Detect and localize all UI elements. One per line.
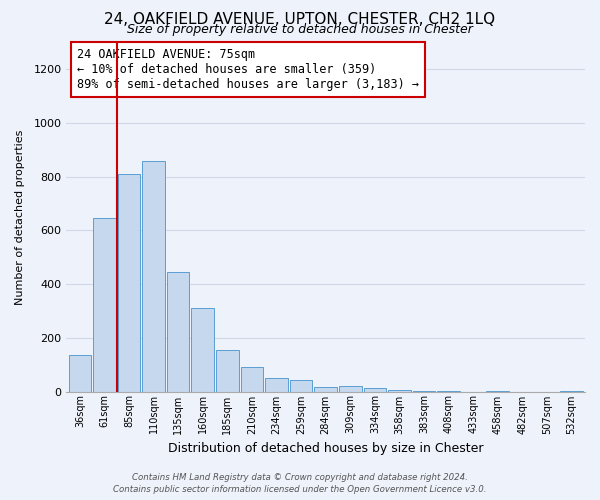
Bar	[413, 391, 435, 392]
Bar	[118, 174, 140, 392]
Bar	[142, 160, 165, 392]
Text: 24 OAKFIELD AVENUE: 75sqm
← 10% of detached houses are smaller (359)
89% of semi: 24 OAKFIELD AVENUE: 75sqm ← 10% of detac…	[77, 48, 419, 90]
Bar	[314, 388, 337, 392]
Text: Contains HM Land Registry data © Crown copyright and database right 2024.
Contai: Contains HM Land Registry data © Crown c…	[113, 473, 487, 494]
Y-axis label: Number of detached properties: Number of detached properties	[15, 130, 25, 304]
Bar	[68, 356, 91, 392]
Bar	[167, 272, 190, 392]
Bar	[241, 368, 263, 392]
Bar	[216, 350, 239, 392]
Bar	[265, 378, 288, 392]
Text: Size of property relative to detached houses in Chester: Size of property relative to detached ho…	[127, 22, 473, 36]
Bar	[93, 218, 116, 392]
Text: 24, OAKFIELD AVENUE, UPTON, CHESTER, CH2 1LQ: 24, OAKFIELD AVENUE, UPTON, CHESTER, CH2…	[104, 12, 496, 28]
Bar	[339, 386, 362, 392]
Bar	[388, 390, 411, 392]
Bar	[191, 308, 214, 392]
Bar	[290, 380, 313, 392]
X-axis label: Distribution of detached houses by size in Chester: Distribution of detached houses by size …	[168, 442, 484, 455]
Bar	[364, 388, 386, 392]
